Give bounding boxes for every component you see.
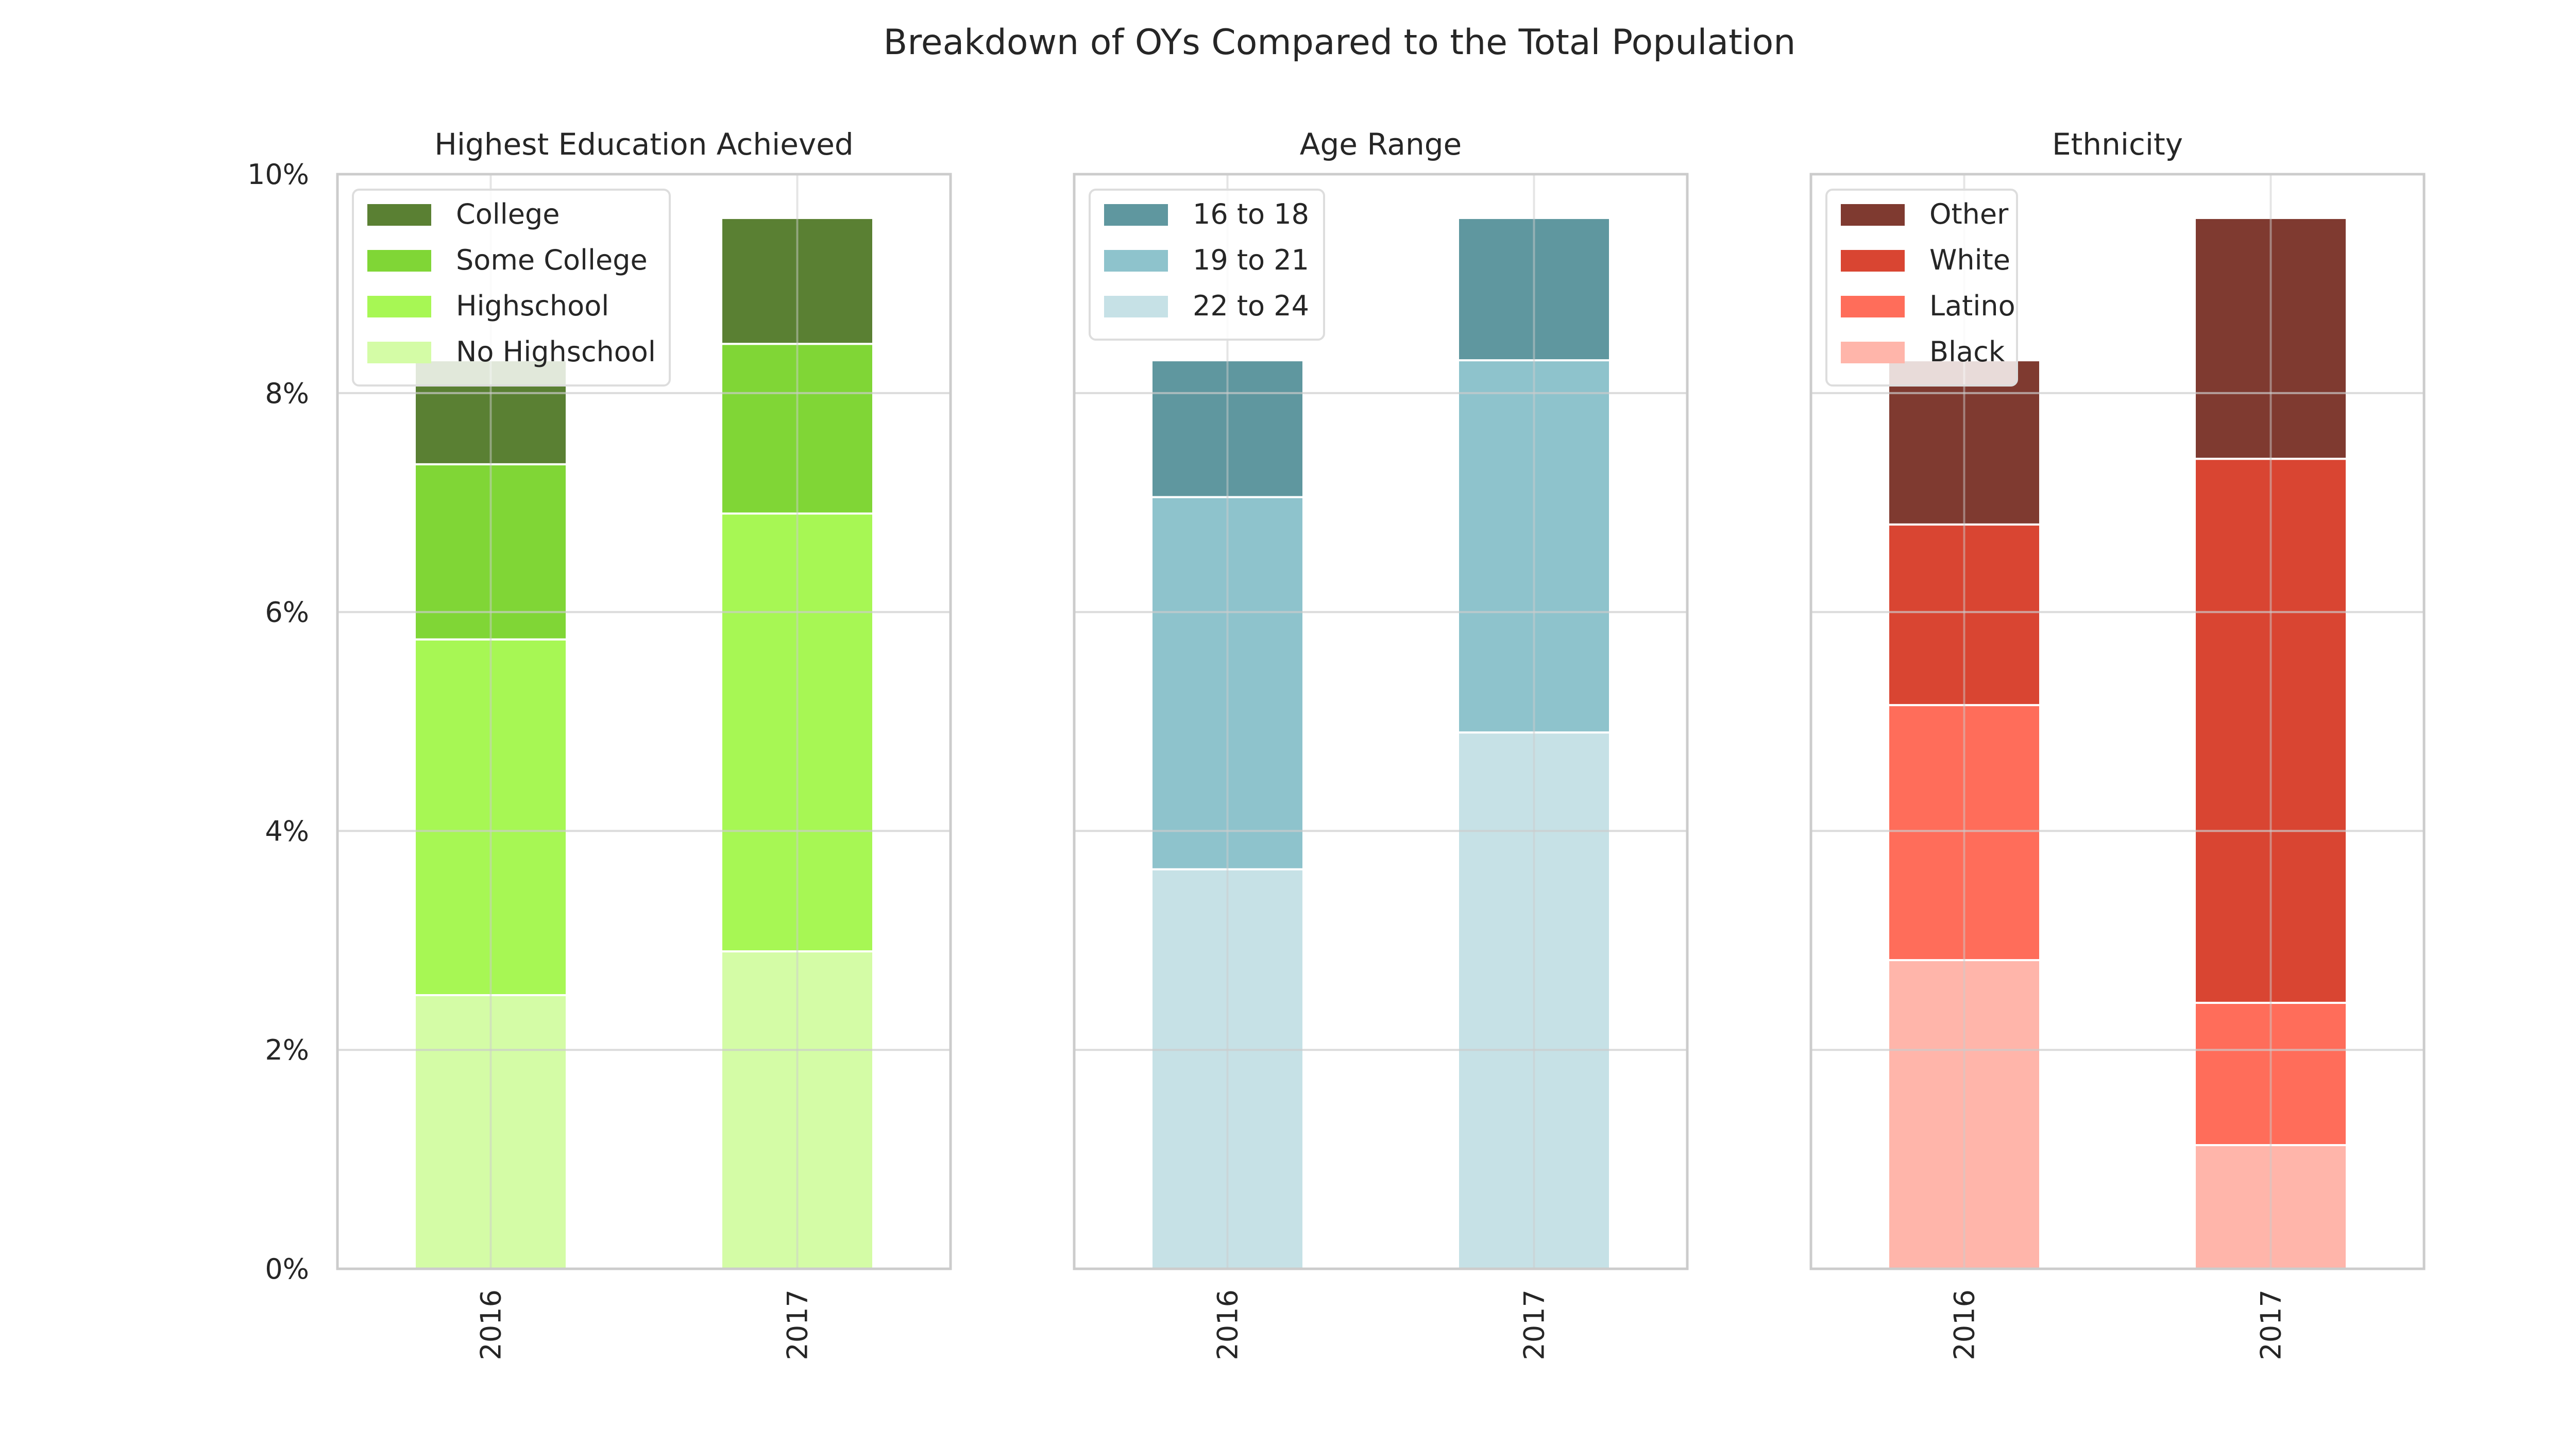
y-tick-label: 10%: [247, 158, 309, 191]
x-tick-label: 2016: [1212, 1289, 1244, 1360]
y-tick-label: 2%: [265, 1034, 309, 1066]
x-tick-label: 2017: [1518, 1289, 1551, 1360]
legend-label: 22 to 24: [1193, 290, 1309, 322]
plot-frame: [336, 173, 952, 1270]
chart-title: Highest Education Achieved: [434, 127, 854, 162]
legend-swatch: [1841, 204, 1905, 226]
legend-label: Other: [1929, 198, 2009, 230]
x-tick-label: 2017: [2255, 1289, 2287, 1360]
legend-label: No Highschool: [456, 335, 656, 368]
legend-swatch: [367, 250, 431, 272]
chart-panel-2: Age Range 2016 2017 16 to 18 19 to 21 22 to 2…: [1073, 127, 1689, 1360]
legend-swatch: [367, 204, 431, 226]
legend-swatch: [1841, 296, 1905, 317]
legend-box: [1825, 189, 2018, 387]
chart-panel-1: Highest Education Achieved 0% 2% 4% 6% 8% 10% 2…: [247, 127, 952, 1360]
legend-label: Highschool: [456, 290, 609, 322]
chart-title: Ethnicity: [2052, 127, 2183, 162]
x-tick-label: 2017: [782, 1289, 814, 1360]
legend-label: College: [456, 198, 560, 230]
legend-label: Some College: [456, 244, 648, 276]
legend-swatch: [1841, 342, 1905, 363]
legend-label: Latino: [1929, 290, 2015, 322]
legend: Other White Latino Black: [1825, 189, 2018, 387]
y-tick-label: 8%: [265, 377, 309, 410]
legend: 16 to 18 19 to 21 22 to 24: [1089, 189, 1325, 341]
figure-title: Breakdown of OYs Compared to the Total P…: [884, 22, 1796, 63]
y-tick-label: 0%: [265, 1253, 309, 1285]
legend-swatch: [1841, 250, 1905, 272]
legend-swatch: [1104, 296, 1168, 317]
legend-swatch: [367, 296, 431, 317]
legend-swatch: [1104, 204, 1168, 226]
legend-label: Black: [1929, 335, 2005, 368]
chart-title: Age Range: [1300, 127, 1462, 162]
legend: College Some College Highschool No Highscho…: [352, 189, 671, 387]
y-tick-label: 4%: [265, 815, 309, 847]
legend-label: 16 to 18: [1193, 198, 1309, 230]
legend-label: White: [1929, 244, 2010, 276]
legend-box: [352, 189, 671, 387]
x-tick-label: 2016: [475, 1289, 507, 1360]
y-tick-label: 6%: [265, 596, 309, 629]
legend-swatch: [1104, 250, 1168, 272]
x-tick-label: 2016: [1948, 1289, 1981, 1360]
plot-frame: [1809, 173, 2426, 1270]
plot-frame: [1073, 173, 1689, 1270]
panels: Highest Education Achieved 0% 2% 4% 6% 8% 10% 2…: [247, 127, 2426, 1360]
legend-swatch: [367, 342, 431, 363]
chart-panel-3: Ethnicity 2016 2017 Other White Latino Black: [1809, 127, 2426, 1360]
legend-label: 19 to 21: [1193, 244, 1309, 276]
